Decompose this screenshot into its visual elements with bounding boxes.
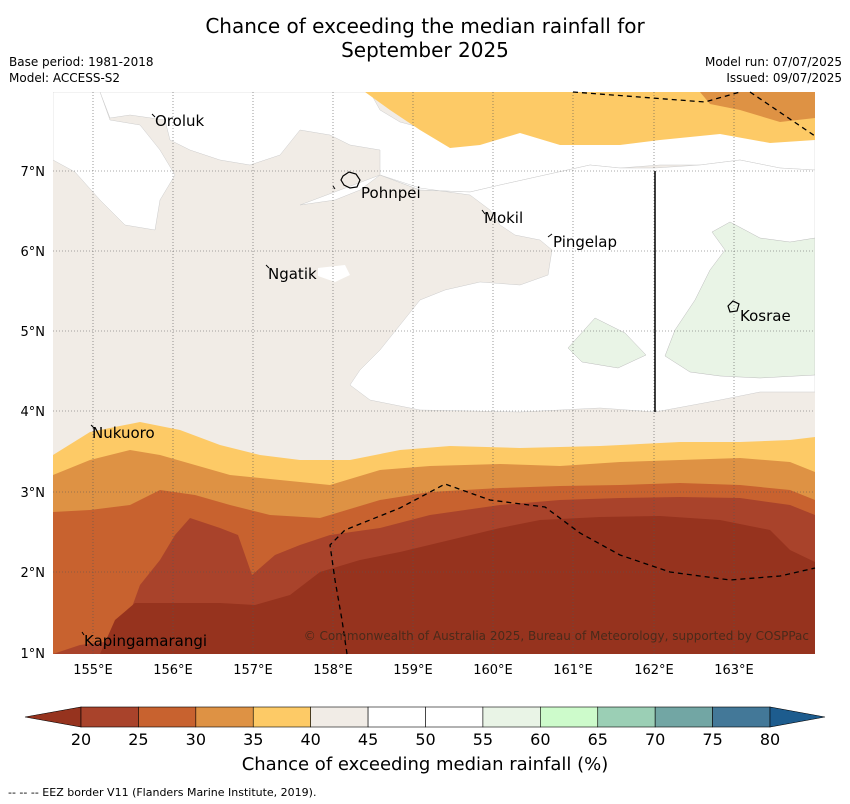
- place-kosrae: Kosrae: [740, 307, 791, 325]
- zone-45-55-northwest: [53, 92, 176, 231]
- lon-tick: 156°E: [153, 663, 193, 678]
- place-mokil: Mokil: [484, 209, 523, 227]
- lon-tick: 157°E: [233, 663, 273, 678]
- lat-tick: 7°N: [21, 165, 46, 180]
- lon-tick: 159°E: [393, 663, 433, 678]
- colorbar-tick-label: 45: [358, 730, 378, 749]
- colorbar-tick-label: 40: [300, 730, 320, 749]
- place-oroluk: Oroluk: [155, 112, 204, 130]
- lat-tick: 2°N: [21, 566, 46, 581]
- colorbar-swatch: [252, 706, 311, 728]
- eez-borders: [329, 91, 816, 655]
- lat-tick: 5°N: [21, 325, 46, 340]
- lon-tick: 158°E: [313, 663, 353, 678]
- colorbar-tick-label: 80: [760, 730, 780, 749]
- place-kapingamarangi: Kapingamarangi: [84, 632, 207, 650]
- place-nukuoro: Nukuoro: [92, 424, 155, 442]
- colorbar-swatch: [80, 706, 139, 728]
- gridlines: [53, 92, 815, 654]
- colorbar-tick-label: 25: [128, 730, 148, 749]
- model-text: Model: ACCESS-S2: [9, 71, 121, 85]
- place-pingelap: Pingelap: [553, 233, 617, 251]
- title-line-1: Chance of exceeding the median rainfall …: [205, 14, 645, 38]
- colorbar-swatch: [425, 706, 484, 728]
- colorbar-tick-label: 20: [71, 730, 91, 749]
- lon-tick: 161°E: [553, 663, 593, 678]
- lat-axis: 1°N 2°N 3°N 4°N 5°N 6°N 7°N: [21, 165, 46, 662]
- colorbar-swatch: [482, 706, 541, 728]
- lon-tick: 163°E: [714, 663, 754, 678]
- colorbar-swatch: [597, 706, 656, 728]
- colorbar-swatches: [24, 706, 826, 728]
- probability-field: [53, 92, 815, 654]
- lon-tick: 162°E: [634, 663, 674, 678]
- zone-below-20-south: [100, 516, 815, 654]
- place-pohnpei: Pohnpei: [361, 184, 421, 202]
- copyright-text: © Commonwealth of Australia 2025, Bureau…: [304, 629, 809, 643]
- colorbar-tick-label: 35: [243, 730, 263, 749]
- colorbar-tick-label: 75: [702, 730, 722, 749]
- lat-tick: 4°N: [21, 405, 46, 420]
- zone-30-35-north: [700, 92, 815, 122]
- map-panel: Oroluk Pohnpei Mokil Pingelap Ngatik Kos…: [21, 91, 816, 678]
- lat-tick: 3°N: [21, 486, 46, 501]
- atoll-markers: [81, 113, 553, 636]
- colorbar-title: Chance of exceeding median rainfall (%): [241, 754, 609, 775]
- colorbar-over-arrow: [769, 706, 826, 728]
- colorbar-swatch: [367, 706, 426, 728]
- zone-55-60-west: [567, 317, 647, 369]
- zone-45-55-ngatik-pocket: [318, 265, 350, 282]
- colorbar-swatch: [138, 706, 197, 728]
- colorbar-tick-label: 65: [588, 730, 608, 749]
- lon-tick: 155°E: [73, 663, 113, 678]
- colorbar-under-arrow: [24, 706, 82, 728]
- colorbar-tick-label: 55: [473, 730, 493, 749]
- meta-right: Model run: 07/07/2025 Issued: 09/07/2025: [705, 54, 842, 86]
- colorbar-ticks: 20 25 30 35 40 45 50 55 60 65 70 75 80: [71, 730, 780, 749]
- lat-tick: 1°N: [21, 647, 46, 662]
- colorbar-swatch: [310, 706, 369, 728]
- colorbar-swatch: [654, 706, 713, 728]
- meta-left: Base period: 1981-2018 Model: ACCESS-S2: [9, 54, 154, 86]
- colorbar-tick-label: 70: [645, 730, 665, 749]
- colorbar-swatch: [540, 706, 599, 728]
- kosrae-island: [727, 300, 740, 313]
- map-title: Chance of exceeding the median rainfall …: [0, 14, 850, 62]
- colorbar-swatch: [195, 706, 254, 728]
- colorbar-tick-label: 30: [186, 730, 206, 749]
- pohnpei-island: [340, 171, 361, 189]
- lon-axis: 155°E 156°E 157°E 158°E 159°E 160°E 161°…: [73, 663, 754, 678]
- lon-tick: 160°E: [473, 663, 513, 678]
- zone-55-60-kosrae: [664, 221, 815, 379]
- place-ngatik: Ngatik: [268, 265, 317, 283]
- colorbar-tick-label: 60: [530, 730, 550, 749]
- model-run-text: Model run: 07/07/2025: [704, 55, 842, 69]
- title-line-2: September 2025: [341, 38, 509, 62]
- issued-text: Issued: 09/07/2025: [726, 71, 842, 85]
- base-period-text: Base period: 1981-2018: [9, 55, 154, 69]
- colorbar-tick-label: 50: [415, 730, 435, 749]
- lat-tick: 6°N: [21, 245, 46, 260]
- zone-35-40-north: [365, 92, 815, 148]
- eez-footnote: -- -- -- EEZ border V11 (Flanders Marine…: [8, 786, 317, 799]
- colorbar-swatch: [712, 706, 771, 728]
